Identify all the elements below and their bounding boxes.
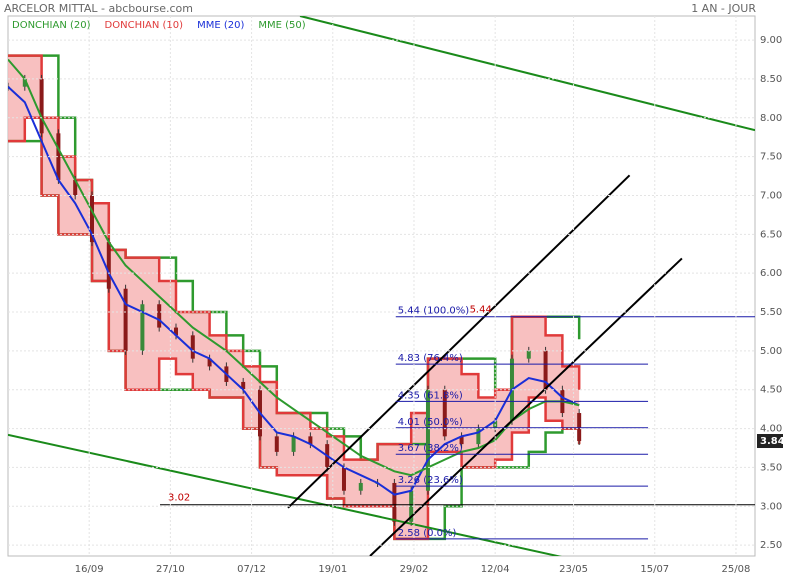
candle — [543, 350, 548, 390]
x-tick-label: 29/02 — [400, 564, 429, 575]
candle — [140, 304, 145, 351]
trend-line — [299, 16, 755, 132]
y-tick-label: 7.50 — [760, 152, 782, 163]
x-tick-label: 15/07 — [640, 564, 669, 575]
candle — [291, 436, 296, 452]
candle — [274, 436, 279, 452]
fib-label: 3.26 (23.6%) — [398, 475, 463, 486]
last-price-label: 3.84 — [760, 436, 785, 447]
y-tick-label: 8.00 — [760, 113, 782, 124]
trend-line — [369, 257, 683, 556]
candle — [442, 389, 447, 437]
y-tick-label: 2.50 — [760, 540, 782, 551]
candle — [73, 179, 78, 196]
moving-average — [8, 85, 580, 496]
x-tick-label: 27/10 — [156, 564, 185, 575]
y-tick-label: 6.00 — [760, 268, 782, 279]
candle — [56, 133, 61, 180]
y-tick-label: 5.50 — [760, 307, 782, 318]
y-tick-label: 6.50 — [760, 229, 782, 240]
candle — [341, 467, 346, 491]
last-price-box — [757, 434, 783, 449]
fib-label: 4.35 (61.8%) — [398, 390, 463, 401]
candle — [425, 389, 430, 491]
fib-label: 3.67 (38.2%) — [398, 443, 463, 454]
candle — [476, 428, 481, 445]
legend-entry: MME (50) — [258, 20, 305, 31]
y-tick-label: 3.50 — [760, 462, 782, 473]
legend-entry: MME (20) — [197, 20, 244, 31]
trend-line — [287, 174, 631, 509]
donchian-fill — [8, 55, 580, 539]
x-tick-label: 12/04 — [481, 564, 510, 575]
candle — [22, 78, 27, 87]
y-tick-label: 3.00 — [760, 501, 782, 512]
x-tick-label: 23/05 — [559, 564, 588, 575]
candle — [190, 335, 195, 359]
candle — [157, 304, 162, 328]
period[interactable]: 1 AN - JOUR — [691, 2, 756, 15]
fib-label: 4.01 (50.0%) — [398, 417, 463, 428]
candle — [577, 413, 582, 442]
x-tick-label: 19/01 — [318, 564, 347, 575]
fib-label: 5.44 (100.0%) — [398, 306, 469, 317]
x-tick-label: 07/12 — [237, 564, 266, 575]
y-tick-label: 9.00 — [760, 35, 782, 46]
candle — [358, 482, 363, 491]
candle — [89, 195, 94, 243]
legend-entry: DONCHIAN (10) — [105, 20, 184, 31]
legend-entry: DONCHIAN (20) — [12, 20, 91, 31]
candle — [241, 381, 246, 390]
level-label: 3.02 — [168, 493, 190, 504]
donchian-lower — [8, 116, 581, 541]
fib-label: 4.83 (76.4%) — [398, 353, 463, 364]
y-tick-label: 4.00 — [760, 424, 782, 435]
x-tick-label: 25/08 — [722, 564, 751, 575]
chart-title: ARCELOR MITTAL - abcbourse.com — [4, 2, 193, 15]
candle — [207, 358, 212, 367]
candle — [392, 482, 397, 522]
y-tick-label: 4.50 — [760, 385, 782, 396]
x-tick-label: 16/09 — [75, 564, 104, 575]
candle — [308, 436, 313, 445]
candle — [106, 242, 111, 289]
moving-average — [8, 58, 580, 477]
candle — [173, 327, 178, 336]
candle — [526, 350, 531, 359]
candle — [409, 490, 414, 522]
candle — [459, 436, 464, 445]
y-tick-label: 5.00 — [760, 346, 782, 357]
y-tick-label: 7.00 — [760, 190, 782, 201]
level-label: 5.44 — [470, 305, 492, 316]
candle — [39, 78, 44, 134]
candle — [123, 288, 128, 351]
y-tick-label: 8.50 — [760, 74, 782, 85]
plot-frame — [7, 15, 756, 557]
fib-label: 2.58 (0.0%) — [398, 528, 457, 539]
